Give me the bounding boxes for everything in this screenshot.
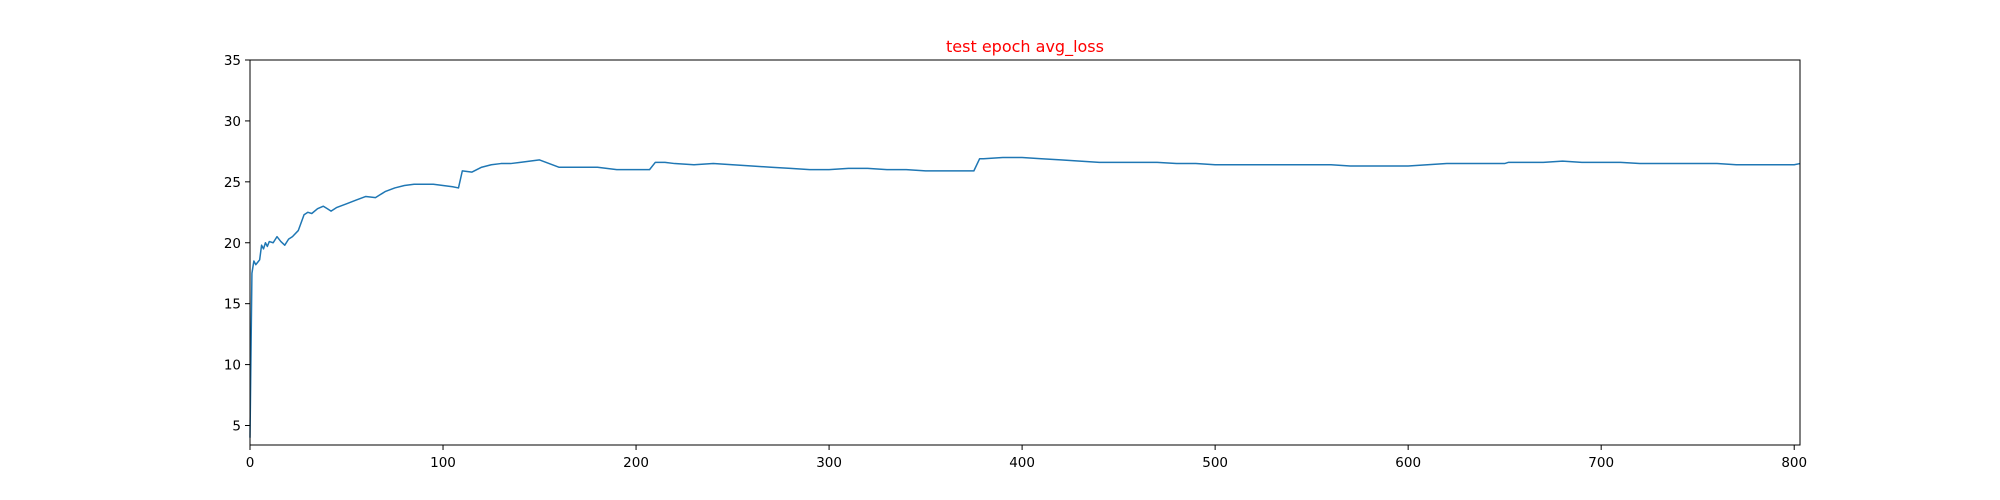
y-axis-ticks: 5 10 15 20 25 30 35	[224, 53, 250, 435]
y-tick-label: 15	[224, 297, 241, 313]
y-tick-label: 10	[224, 358, 241, 374]
chart-title: test epoch avg_loss	[946, 37, 1104, 57]
series-line	[249, 156, 1801, 438]
y-tick-label: 20	[224, 236, 241, 252]
x-tick-label: 300	[816, 455, 842, 471]
y-tick-label: 35	[224, 53, 241, 69]
x-tick-label: 200	[623, 455, 649, 471]
plot-area-frame	[249, 59, 1801, 446]
y-tick-label: 30	[224, 114, 241, 130]
x-tick-label: 700	[1588, 455, 1614, 471]
x-tick-label: 0	[246, 455, 255, 471]
x-tick-label: 600	[1395, 455, 1421, 471]
x-tick-label: 100	[430, 455, 456, 471]
y-tick-label: 5	[232, 419, 241, 435]
x-tick-label: 500	[1202, 455, 1228, 471]
y-tick-label: 25	[224, 175, 241, 191]
x-axis-ticks: 0 100 200 300 400 500 600 700 800	[246, 445, 1807, 471]
x-tick-label: 400	[1009, 455, 1035, 471]
x-tick-label: 800	[1781, 455, 1807, 471]
